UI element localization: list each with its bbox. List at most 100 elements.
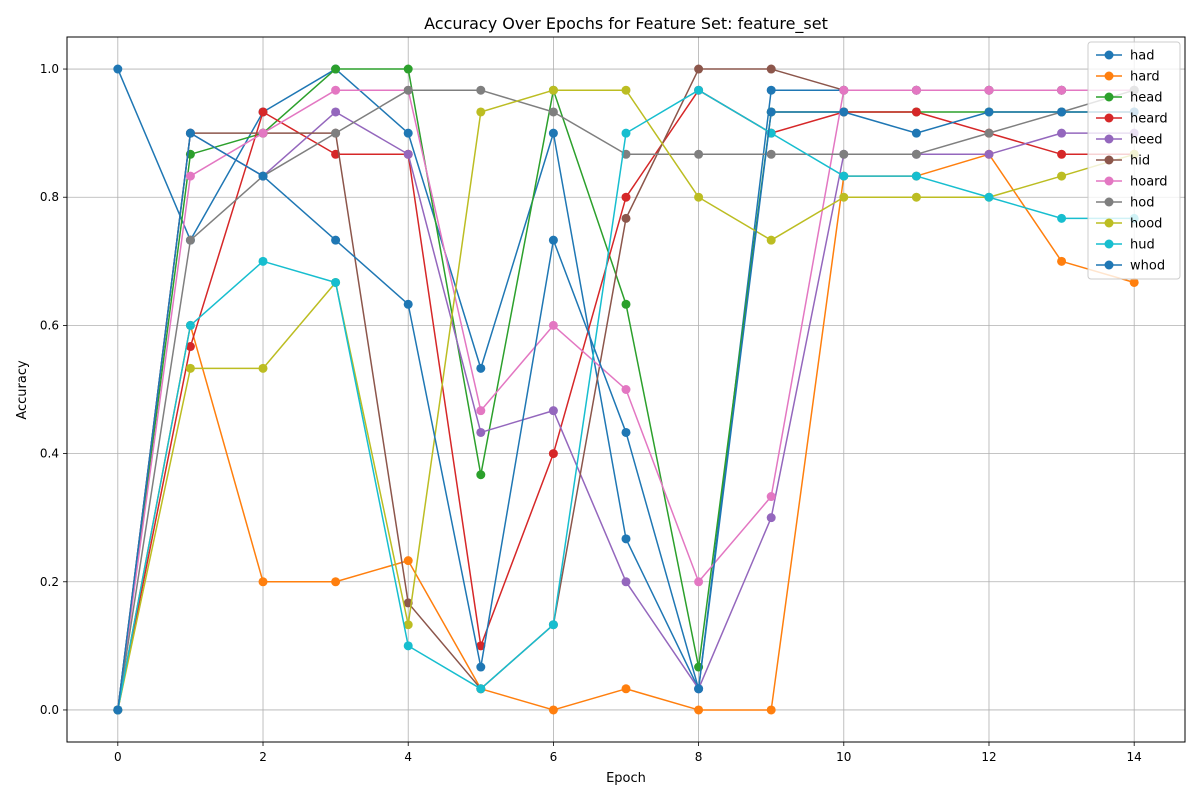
data-point-hard (694, 705, 704, 715)
data-point-heard (911, 107, 921, 117)
legend-item-head: head (1096, 91, 1162, 106)
data-point-hoard (984, 85, 994, 95)
legend-label-head: head (1130, 91, 1162, 106)
legend-label-whod: whod (1130, 259, 1165, 274)
legend-item-hid: hid (1096, 154, 1150, 169)
data-point-heed (476, 427, 486, 437)
data-point-hid (694, 64, 704, 74)
legend-marker-hood (1104, 218, 1114, 228)
data-point-whod (1057, 107, 1067, 117)
series-layer (113, 64, 1139, 715)
legend-label-hoard: hoard (1130, 175, 1168, 190)
legend-marker-heard (1104, 113, 1114, 123)
data-point-hoard (185, 171, 195, 181)
data-point-hoard (548, 320, 558, 330)
data-point-hood (476, 107, 486, 117)
data-point-hud (1057, 213, 1067, 223)
data-point-whod (694, 684, 704, 694)
data-point-hoard (258, 128, 268, 138)
data-point-heard (476, 641, 486, 651)
data-point-hud (984, 192, 994, 202)
data-point-hud (331, 277, 341, 287)
plot-frame (66, 36, 1186, 743)
data-point-hud (403, 641, 413, 651)
axis-ticks: 0 2 4 6 8 10 12 14 0.0 0.2 0.4 0.6 0.8 1.0 (40, 62, 1142, 764)
legend-item-heard: heard (1096, 112, 1168, 127)
data-point-hud (839, 171, 849, 181)
data-point-whod (984, 107, 994, 117)
data-point-hud (185, 320, 195, 330)
x-tick-label: 6 (550, 750, 558, 764)
data-point-hoard (621, 385, 631, 394)
data-point-hod (911, 149, 921, 159)
data-point-hoard (1057, 85, 1067, 95)
x-tick-label: 14 (1127, 750, 1142, 764)
legend-marker-hod (1104, 197, 1114, 207)
data-point-hard (621, 684, 631, 694)
data-point-head (403, 64, 413, 74)
legend-item-whod: whod (1096, 259, 1165, 274)
data-point-hod (694, 149, 704, 159)
data-point-heard (1057, 149, 1067, 159)
data-point-had (113, 64, 123, 74)
data-point-whod (911, 128, 921, 138)
data-point-had (621, 534, 631, 544)
data-point-hood (766, 235, 776, 245)
data-point-hud (621, 128, 631, 138)
data-point-had (766, 85, 776, 95)
legend-item-heed: heed (1096, 133, 1163, 148)
legend-item-hard: hard (1096, 70, 1160, 85)
legend-label-heed: heed (1130, 133, 1163, 148)
x-tick-label: 0 (114, 750, 122, 764)
legend: had hard head heard heed hid hoard hod hood hud wh… (1087, 41, 1181, 280)
data-point-hud (476, 684, 486, 694)
data-point-heed (403, 149, 413, 159)
legend-marker-hid (1104, 155, 1114, 165)
data-point-heed (331, 107, 341, 117)
x-tick-label: 8 (695, 750, 703, 764)
data-point-whod (113, 705, 123, 715)
data-point-hard (403, 556, 413, 566)
data-point-whod (766, 107, 776, 117)
data-point-whod (331, 235, 341, 245)
data-point-hard (1057, 256, 1067, 266)
data-point-whod (621, 427, 631, 437)
data-point-hod (403, 85, 413, 95)
y-tick-label: 1.0 (40, 62, 59, 76)
legend-marker-hud (1104, 239, 1114, 249)
x-tick-label: 4 (404, 750, 412, 764)
x-tick-label: 12 (981, 750, 996, 764)
legend-item-had: had (1096, 49, 1154, 64)
legend-label-hod: hod (1130, 196, 1154, 211)
legend-item-hod: hod (1096, 196, 1154, 211)
legend-marker-head (1104, 92, 1114, 102)
data-point-heed (621, 577, 631, 587)
data-point-hoard (839, 85, 849, 95)
data-point-whod (403, 299, 413, 309)
data-point-hard (258, 577, 268, 587)
legend-marker-hoard (1104, 176, 1114, 186)
data-point-heard (621, 192, 631, 202)
data-point-hood (911, 192, 921, 202)
data-point-heed (548, 406, 558, 416)
data-point-hood (185, 363, 195, 373)
y-tick-label: 0.4 (40, 447, 59, 461)
data-point-had (476, 363, 486, 373)
legend-marker-had (1104, 50, 1114, 60)
legend-item-hood: hood (1096, 217, 1162, 232)
data-point-hoard (766, 492, 776, 502)
data-point-whod (185, 128, 195, 138)
x-tick-label: 10 (836, 750, 851, 764)
data-point-hood (1057, 171, 1067, 181)
data-point-whod (839, 107, 849, 117)
data-point-had (548, 128, 558, 138)
legend-item-hoard: hoard (1096, 175, 1168, 190)
data-point-heed (984, 149, 994, 159)
legend-label-hard: hard (1130, 70, 1160, 85)
data-point-head (331, 64, 341, 74)
data-point-heed (766, 513, 776, 523)
y-tick-label: 0.6 (40, 318, 59, 332)
data-point-whod (548, 235, 558, 245)
legend-label-hood: hood (1130, 217, 1162, 232)
